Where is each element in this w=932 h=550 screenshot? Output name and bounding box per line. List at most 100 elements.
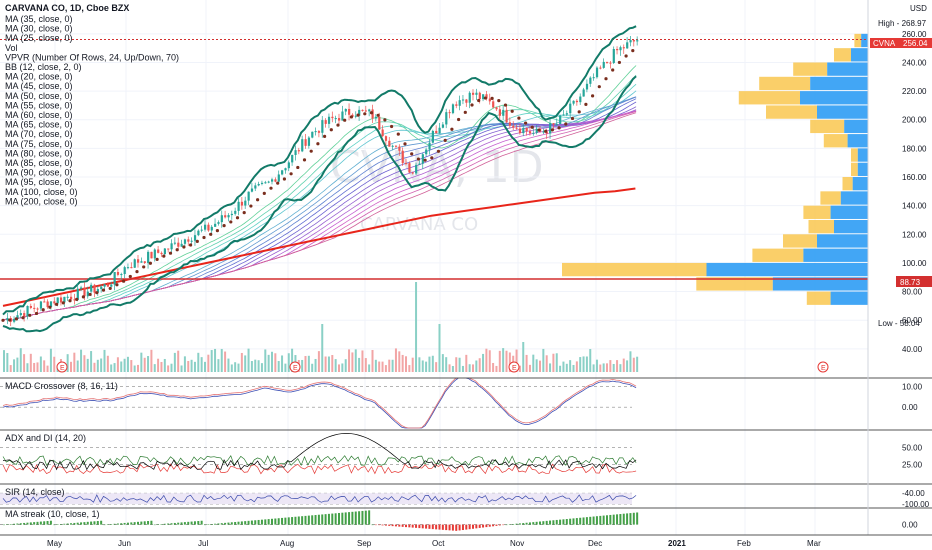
volume-bar — [274, 353, 277, 372]
candle-body — [250, 188, 254, 192]
ma-dot — [410, 152, 414, 156]
candle-body — [394, 145, 398, 147]
ma-dot — [463, 110, 467, 114]
candle-body — [468, 92, 471, 103]
streak-bar — [227, 522, 230, 525]
profile-down-bar — [806, 291, 831, 305]
candle-body — [629, 40, 632, 43]
candle-body — [572, 100, 575, 104]
legend-entry[interactable]: Vol — [5, 43, 18, 53]
volume-bar — [137, 364, 139, 372]
streak-bar — [147, 521, 150, 525]
legend-entry[interactable]: MA (65, close, 0) — [5, 120, 73, 130]
volume-bar — [468, 364, 471, 372]
streak-bar — [140, 521, 143, 525]
volume-bar — [327, 356, 330, 372]
legend-entry[interactable]: MA (100, close, 0) — [5, 187, 78, 197]
volume-bar — [103, 349, 106, 372]
legend-entry[interactable]: MA (200, close, 0) — [5, 196, 78, 206]
streak-bar — [636, 512, 639, 525]
legend-entry[interactable]: MA (80, close, 0) — [5, 148, 73, 158]
volume-bar — [488, 350, 491, 372]
volume-bar — [110, 364, 113, 372]
profile-up-bar — [851, 48, 868, 62]
streak-bar — [428, 524, 431, 529]
volume-bar — [495, 365, 498, 372]
streak-bar — [170, 523, 173, 525]
candle-body — [39, 301, 43, 309]
ma-dot — [530, 125, 534, 129]
legend-entry[interactable]: MA (60, close, 0) — [5, 110, 73, 120]
ma-dot — [296, 165, 300, 170]
legend-entry[interactable]: MA (25, close, 0) — [5, 33, 73, 43]
legend-entry[interactable]: MA (50, close, 0) — [5, 91, 73, 101]
ma-dot — [343, 118, 347, 122]
streak-bar — [284, 517, 287, 525]
legend-entry[interactable]: MA (35, close, 0) — [5, 14, 73, 24]
candle-body — [451, 104, 455, 114]
ma-dot — [544, 129, 548, 133]
legend-entry[interactable]: MA (30, close, 0) — [5, 24, 73, 34]
streak-bar — [421, 524, 424, 529]
candle-body — [46, 301, 49, 308]
profile-down-bar — [759, 76, 811, 91]
volume-bar — [49, 348, 52, 372]
streak-bar — [518, 523, 521, 525]
volume-bar — [394, 348, 397, 372]
ma-dot — [256, 198, 260, 202]
earnings-marker[interactable] — [56, 361, 68, 373]
streak-bar — [441, 524, 444, 530]
candle-body — [455, 104, 458, 106]
legend-entry[interactable]: MA (90, close, 0) — [5, 168, 73, 178]
watermark-name: CARVANA CO — [360, 214, 478, 235]
legend-entry[interactable]: MA (55, close, 0) — [5, 100, 73, 110]
streak-bar — [582, 517, 585, 525]
candle-body — [153, 249, 156, 259]
streak-bar — [304, 515, 307, 525]
legend-entry[interactable]: MA (85, close, 0) — [5, 158, 73, 168]
candle-body — [26, 305, 29, 317]
earnings-marker[interactable] — [817, 361, 829, 373]
profile-down-bar — [562, 262, 707, 277]
volume-bar — [458, 357, 461, 372]
legend-entry[interactable]: MA (70, close, 0) — [5, 129, 73, 139]
ma-dot — [108, 286, 112, 291]
ma-dot — [28, 313, 32, 317]
volume-bar — [177, 350, 180, 372]
candle-body — [569, 103, 572, 114]
earnings-marker[interactable] — [508, 361, 520, 373]
legend-entry[interactable]: MA (20, close, 0) — [5, 72, 73, 82]
ma-dot — [443, 138, 447, 142]
volume-bar — [193, 361, 196, 372]
legend-entry[interactable]: BB (12, close, 2, 0) — [5, 62, 82, 72]
volume-bar — [344, 359, 347, 372]
streak-bar — [73, 522, 76, 525]
streak-bar — [187, 521, 190, 525]
legend-entry[interactable]: MA (75, close, 0) — [5, 139, 73, 149]
candle-body — [565, 113, 568, 115]
streak-bar — [415, 524, 418, 528]
candle-body — [177, 242, 180, 247]
legend-entry[interactable]: MA (95, close, 0) — [5, 177, 73, 187]
candle-body — [80, 287, 83, 289]
streak-bar — [200, 520, 203, 525]
legend-entry[interactable]: VPVR (Number Of Rows, 24, Up/Down, 70) — [5, 52, 179, 62]
candle-body — [187, 239, 190, 242]
candle-body — [160, 252, 163, 255]
earnings-marker[interactable] — [289, 361, 301, 373]
streak-bar — [130, 522, 133, 525]
volume-bar — [80, 349, 83, 372]
streak-bar — [585, 517, 588, 525]
volume-bars — [3, 282, 639, 372]
candle-body — [210, 226, 213, 231]
candle-body — [29, 305, 32, 308]
streak-bar — [220, 523, 223, 525]
candle-body — [378, 116, 381, 130]
streak-bar — [348, 512, 351, 525]
volume-bar — [93, 362, 96, 372]
legend-entry[interactable]: MA (45, close, 0) — [5, 81, 73, 91]
candle-body — [545, 131, 548, 134]
streak-bar — [599, 515, 602, 525]
x-tick-label: Jul — [198, 539, 208, 548]
